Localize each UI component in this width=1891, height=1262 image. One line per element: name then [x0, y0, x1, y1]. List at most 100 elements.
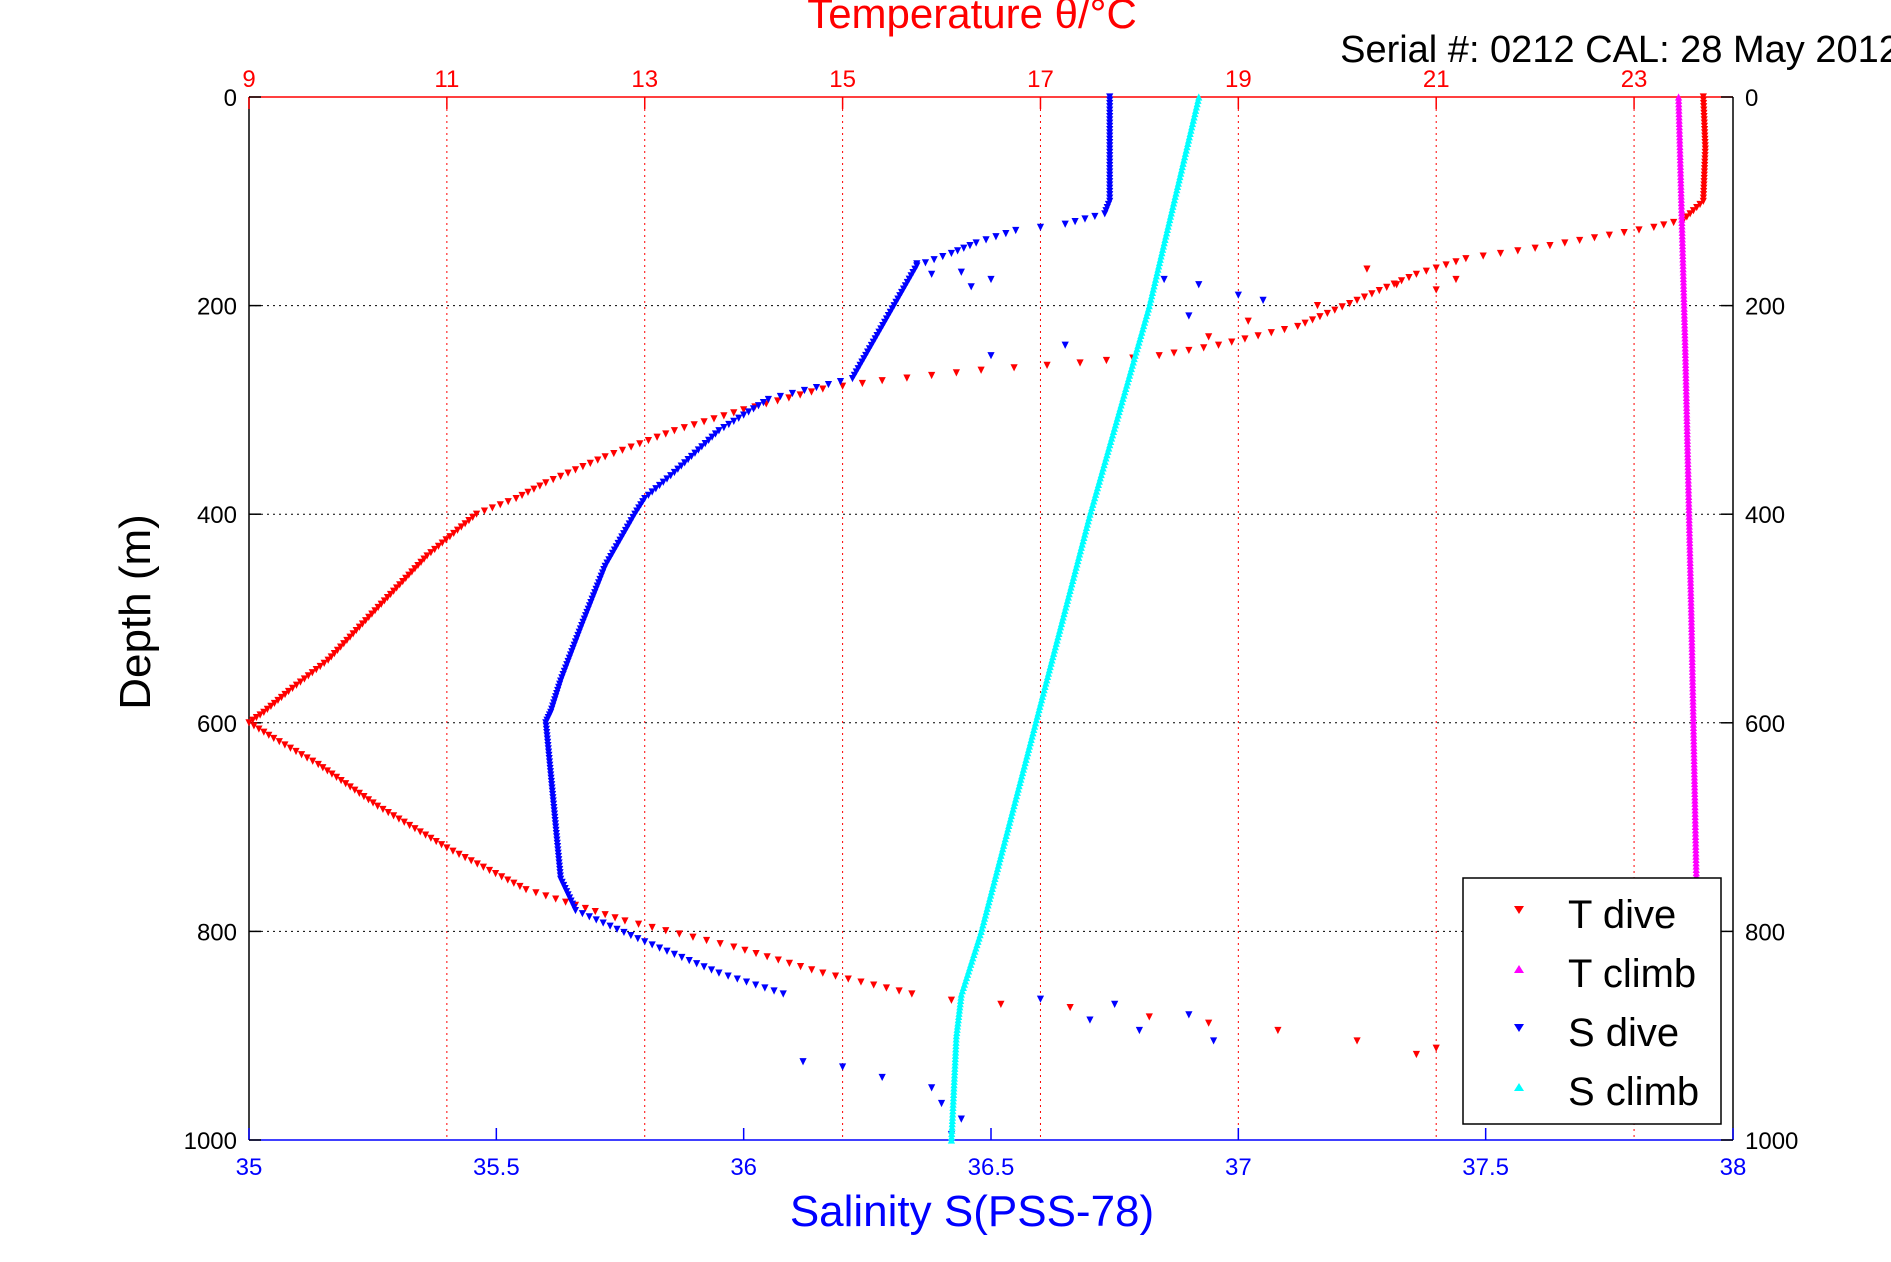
- data-point-marker: [473, 860, 481, 868]
- data-point-marker: [1590, 234, 1599, 242]
- data-point-marker: [1514, 247, 1522, 255]
- data-point-marker: [698, 443, 706, 451]
- data-point-marker: [928, 1084, 936, 1092]
- data-point-marker: [808, 966, 816, 974]
- data-point-marker: [1071, 218, 1079, 226]
- x-axis-label: Salinity S(PSS-78): [790, 1187, 1154, 1236]
- data-point-marker: [785, 394, 793, 402]
- data-point-marker: [449, 847, 457, 855]
- data-point-marker: [395, 815, 403, 823]
- data-point-marker: [427, 834, 435, 842]
- data-point-marker: [878, 1073, 886, 1082]
- series-s-climb: [947, 93, 1203, 1144]
- legend-s-dive-marker: [1514, 1024, 1524, 1032]
- data-point-marker: [648, 941, 656, 949]
- data-point-marker: [316, 662, 324, 671]
- data-point-marker: [328, 770, 336, 778]
- data-point-marker: [1036, 995, 1045, 1003]
- data-point-marker: [1241, 335, 1249, 343]
- data-point-marker: [1316, 313, 1324, 321]
- legend-s-climb-label: S climb: [1568, 1070, 1699, 1114]
- data-point-marker: [956, 1003, 964, 1011]
- data-point-marker: [1383, 283, 1391, 291]
- temperature-tick-label: 15: [829, 66, 856, 93]
- data-point-marker: [652, 485, 660, 493]
- data-point-marker: [314, 760, 322, 769]
- data-point-marker: [1375, 287, 1383, 295]
- left-depth-tick-label: 400: [197, 502, 237, 529]
- data-point-marker: [1650, 223, 1658, 231]
- data-point-marker: [594, 456, 602, 464]
- data-point-marker: [870, 981, 878, 989]
- data-point-marker: [1210, 1037, 1218, 1045]
- data-point-marker: [585, 913, 593, 921]
- data-point-marker: [320, 659, 328, 667]
- salinity-tick-label: 35.5: [473, 1154, 520, 1181]
- data-point-marker: [461, 520, 469, 528]
- data-point-marker: [742, 978, 751, 986]
- data-point-marker: [720, 412, 728, 420]
- data-point-marker: [488, 504, 496, 512]
- data-point-marker: [663, 947, 671, 955]
- data-point-marker: [1546, 242, 1554, 250]
- data-point-marker: [621, 917, 629, 925]
- data-point-marker: [819, 385, 827, 393]
- legend-box: [1462, 877, 1722, 1125]
- data-point-marker: [954, 1016, 962, 1024]
- data-point-marker: [364, 796, 373, 804]
- data-point-marker: [281, 690, 289, 699]
- data-point-marker: [1479, 252, 1487, 260]
- data-point-marker: [292, 681, 301, 689]
- salinity-tick-label: 37: [1225, 1154, 1252, 1181]
- data-point-marker: [457, 523, 465, 531]
- data-point-marker: [549, 476, 557, 484]
- data-point-marker: [1200, 344, 1208, 352]
- data-point-marker: [745, 408, 753, 416]
- data-point-marker: [260, 728, 268, 736]
- data-point-marker: [967, 283, 975, 291]
- right-depth-tick-label: 0: [1745, 85, 1758, 112]
- data-point-marker: [369, 799, 377, 807]
- data-point-marker: [1331, 306, 1339, 314]
- data-point-marker: [532, 889, 540, 897]
- data-point-marker: [1346, 300, 1354, 308]
- data-point-marker: [1422, 267, 1430, 275]
- data-point-marker: [1061, 341, 1069, 349]
- data-point-marker: [785, 959, 794, 967]
- data-point-marker: [752, 949, 760, 958]
- right-depth-tick-label: 600: [1745, 711, 1785, 738]
- data-point-marker: [379, 805, 387, 814]
- data-point-marker: [648, 923, 656, 932]
- data-point-marker: [292, 747, 300, 756]
- data-point-marker: [542, 892, 550, 900]
- data-point-marker: [670, 427, 679, 435]
- data-point-marker: [957, 990, 965, 998]
- data-point-marker: [522, 886, 530, 894]
- data-point-marker: [1432, 264, 1440, 272]
- data-point-marker: [1301, 319, 1309, 327]
- data-point-marker: [836, 377, 845, 386]
- data-point-marker: [480, 507, 489, 515]
- data-point-marker: [461, 853, 469, 862]
- data-point-marker: [1102, 356, 1111, 365]
- data-point-marker: [702, 936, 711, 945]
- axes: 9 11 13 15 17 19 21 23 35 35.5 36 36.5 37 37.5 38 0 0 200…: [184, 66, 1799, 1181]
- data-point-marker: [277, 693, 286, 702]
- data-point-marker: [405, 821, 414, 830]
- data-point-marker: [581, 904, 589, 913]
- data-point-marker: [355, 789, 363, 798]
- right-depth-tick-label: 200: [1745, 294, 1785, 321]
- data-point-marker: [1368, 290, 1376, 298]
- data-point-marker: [759, 398, 768, 407]
- data-point-marker: [957, 268, 965, 276]
- data-point-marker: [947, 996, 956, 1004]
- data-point-marker: [644, 436, 653, 445]
- data-point-marker: [265, 731, 273, 739]
- data-point-marker: [819, 969, 827, 977]
- y-axis-label: Depth (m): [111, 514, 160, 710]
- data-point-marker: [297, 751, 306, 759]
- data-point-marker: [1170, 349, 1178, 357]
- data-point-marker: [1066, 1003, 1074, 1012]
- temperature-tick-label: 9: [242, 66, 255, 93]
- data-point-marker: [434, 542, 443, 550]
